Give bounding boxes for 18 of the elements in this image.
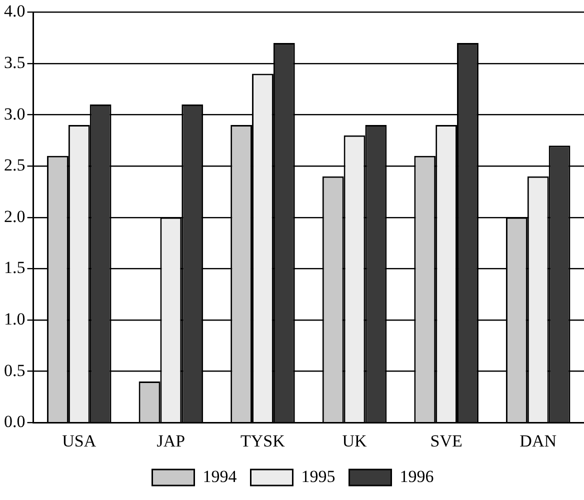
y-tick-label: 4.0 xyxy=(4,2,26,21)
y-tick-label: 2.5 xyxy=(4,156,26,175)
x-tick-label: DAN xyxy=(520,431,557,450)
legend-label: 1995 xyxy=(301,466,336,486)
y-tick-label: 0.0 xyxy=(4,412,26,432)
legend-label: 1994 xyxy=(202,466,238,486)
x-tick-label: JAP xyxy=(156,431,186,450)
y-tick-label: 1.5 xyxy=(4,258,26,278)
x-tick-label: USA xyxy=(62,431,97,450)
y-tick-label: 3.5 xyxy=(4,52,26,72)
y-tick-label: 3.0 xyxy=(4,104,26,124)
y-tick-label: 0.5 xyxy=(4,360,26,380)
x-tick-label: TYSK xyxy=(240,431,286,450)
x-tick-label: SVE xyxy=(430,431,462,450)
y-tick-label: 2.0 xyxy=(4,206,26,226)
x-tick-label: UK xyxy=(342,431,368,450)
legend-label: 1996 xyxy=(400,466,434,486)
y-tick-label: 1.0 xyxy=(4,309,26,328)
